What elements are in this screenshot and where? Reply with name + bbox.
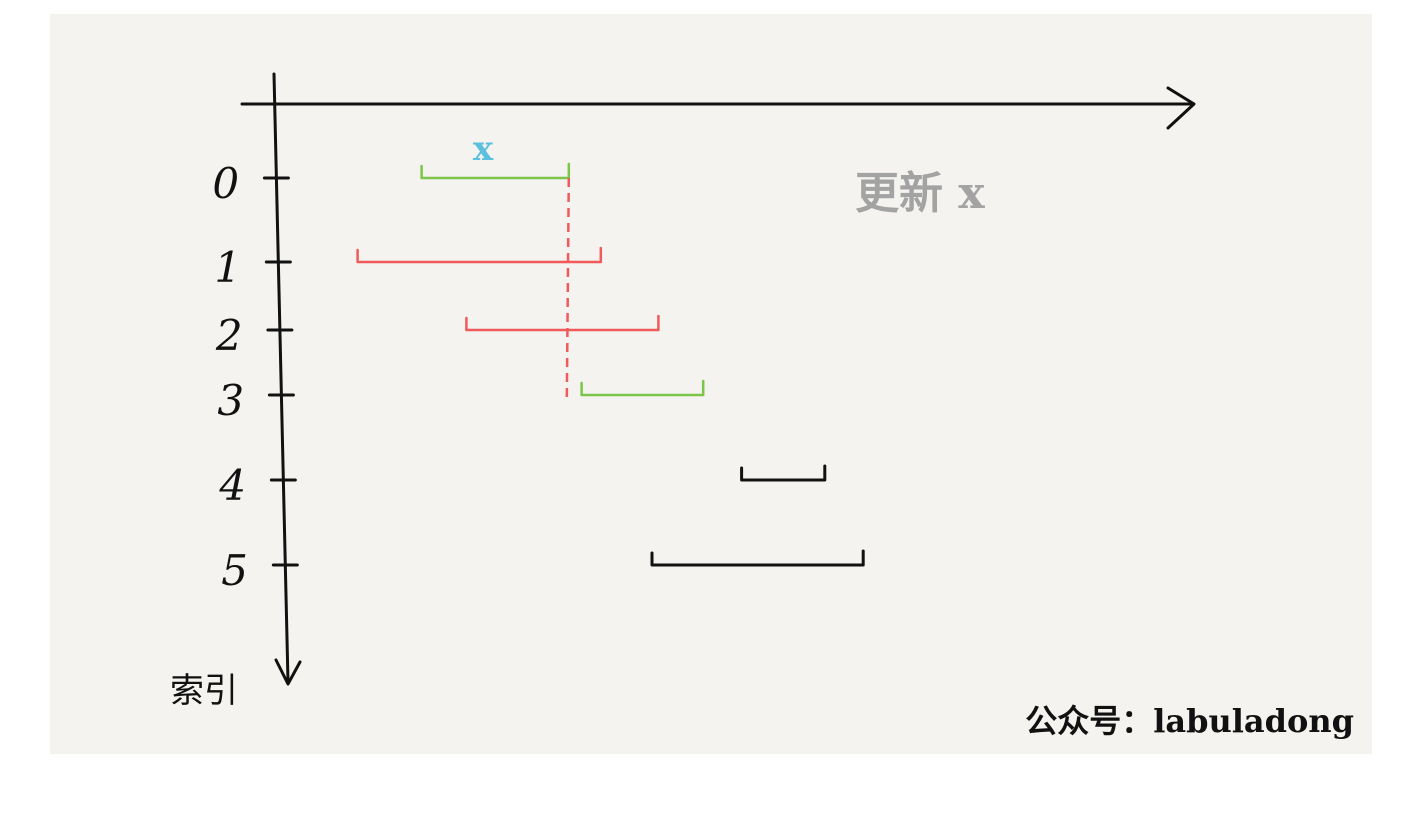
horizontal-axis-arrowhead [1166, 86, 1196, 130]
index-label: 5 [221, 546, 248, 595]
interval-bar [740, 464, 827, 482]
interval-bar [580, 379, 705, 397]
index-axis-label: 索引 [170, 671, 238, 711]
index-label: 2 [215, 311, 243, 360]
interval-bar [650, 549, 865, 567]
paper-background [50, 14, 1372, 754]
update-caption: 更新 x [855, 168, 985, 219]
vertical-axis-arrowhead [274, 658, 302, 686]
interval-bar [465, 314, 660, 332]
index-label: 3 [217, 376, 244, 425]
interval-bar [420, 162, 571, 180]
current-interval-label: x [473, 129, 494, 169]
index-label: 4 [218, 461, 246, 510]
watermark: 公众号：labuladong [1025, 702, 1354, 740]
index-label: 0 [212, 159, 239, 208]
index-label: 1 [214, 243, 241, 292]
vertical-axis [272, 72, 290, 684]
sweep-dashed-line [565, 177, 571, 401]
interval-bar [356, 246, 603, 264]
